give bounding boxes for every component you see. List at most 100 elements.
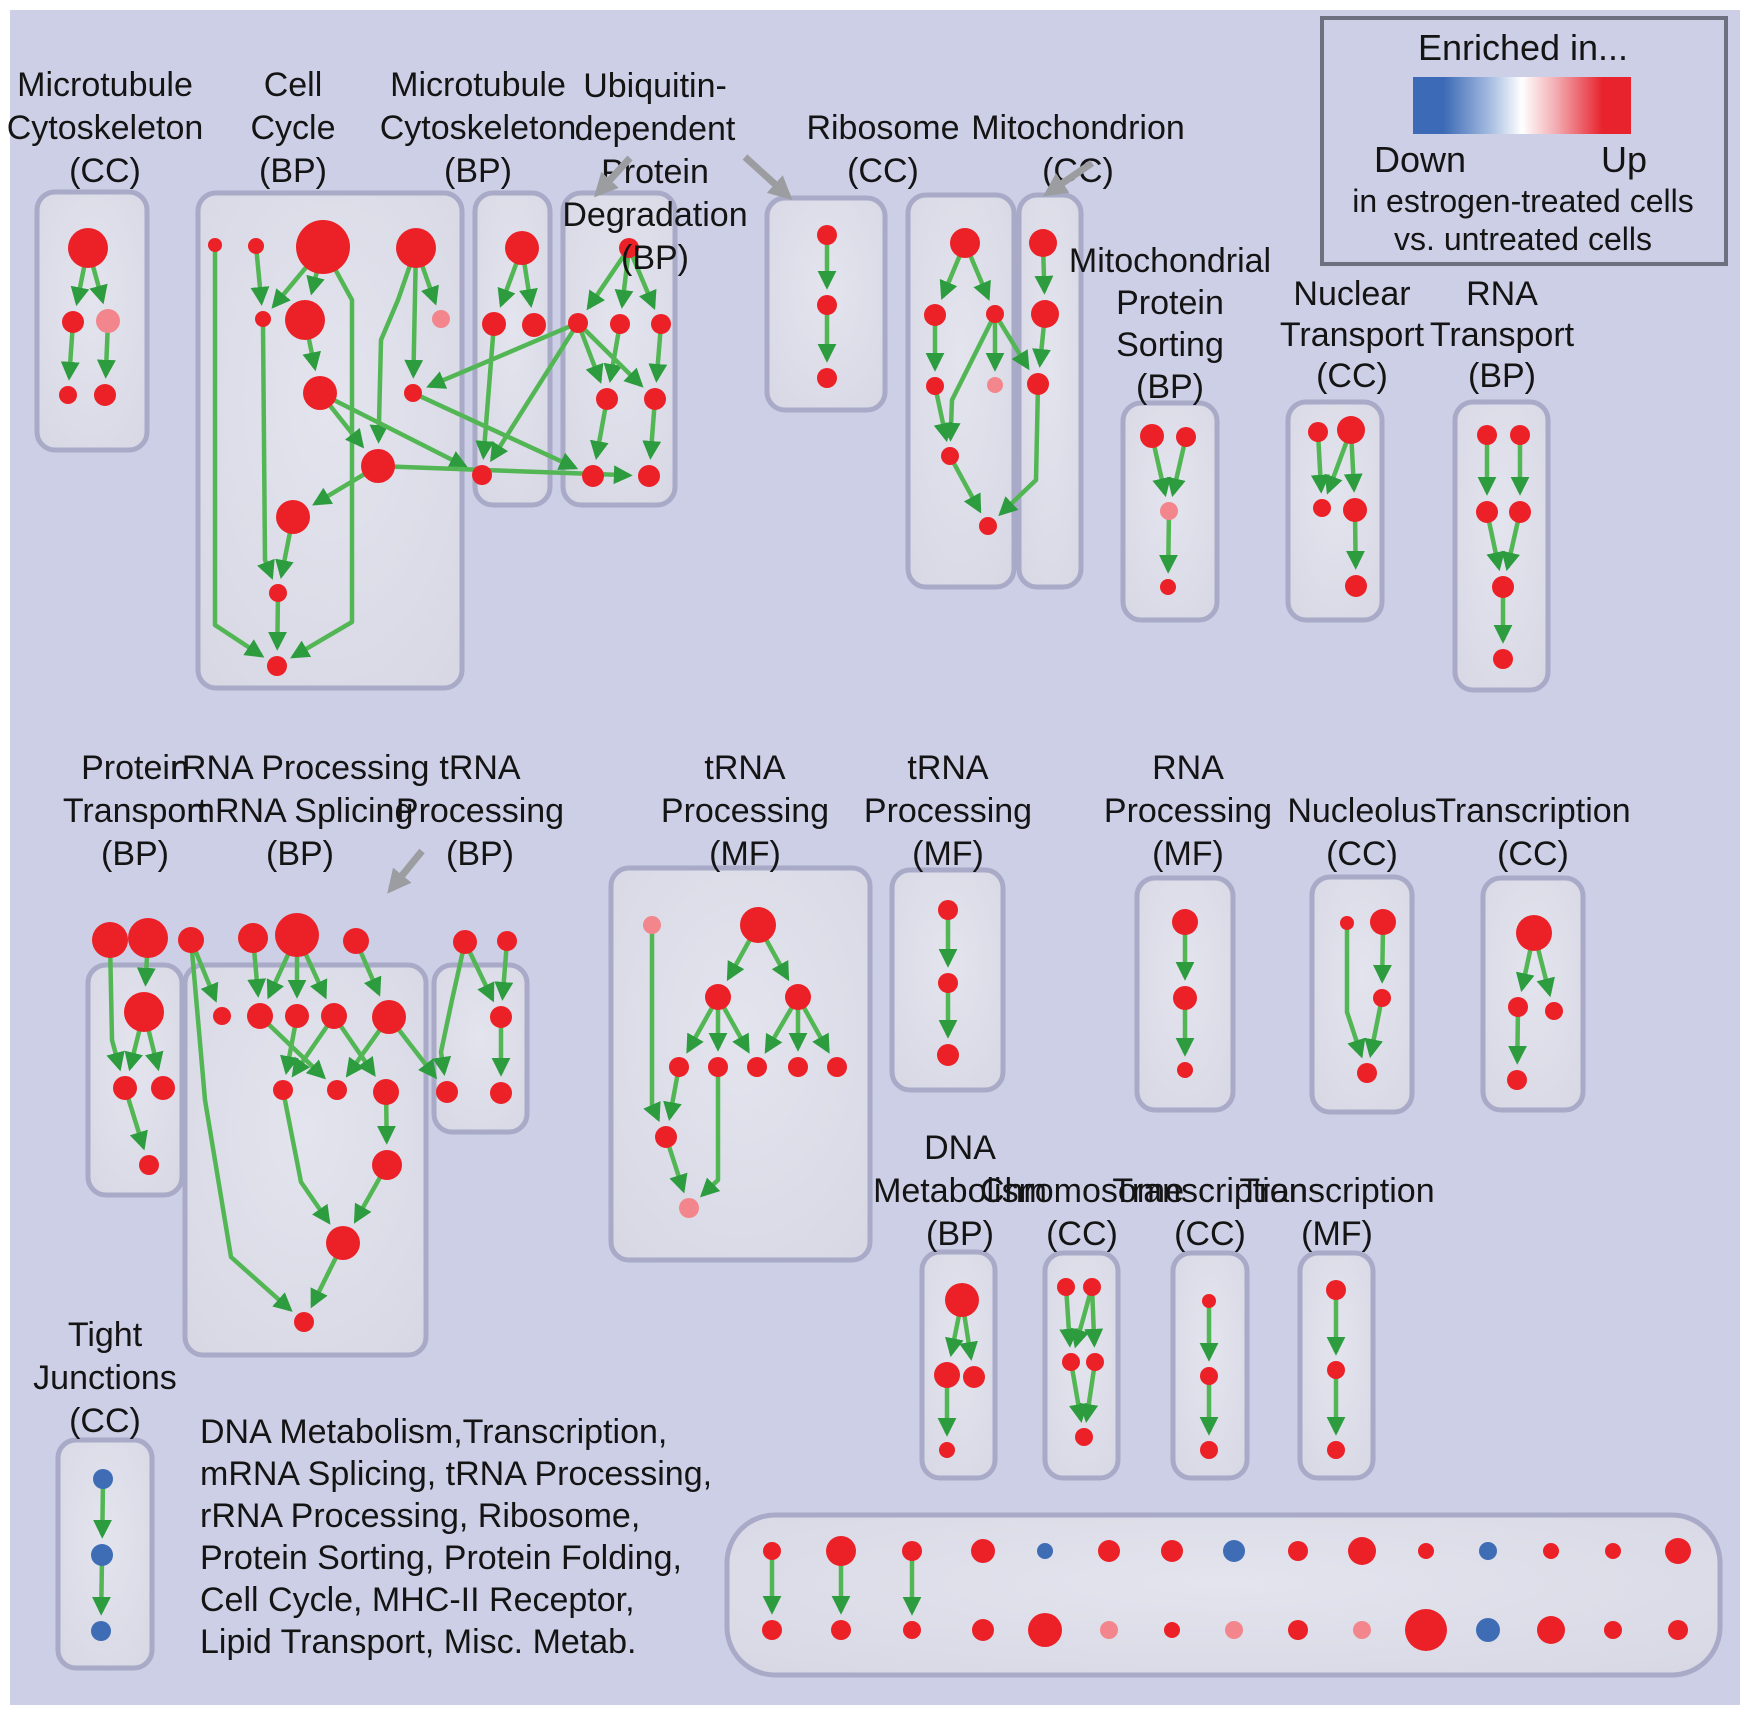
cluster-label-t1: (CC) xyxy=(1497,835,1569,873)
edge-arrow xyxy=(1343,441,1363,493)
nodes-layer xyxy=(59,220,1691,1651)
edge-arrow xyxy=(93,1486,112,1539)
edge-arrow xyxy=(968,254,991,301)
go-term-node xyxy=(708,1057,728,1077)
cluster-label-tm: Processing xyxy=(661,792,829,830)
edge-arrow xyxy=(1034,254,1054,295)
cluster-label-mp: (BP) xyxy=(1136,368,1204,406)
edge-arrow xyxy=(271,264,309,309)
go-term-node xyxy=(1370,909,1396,935)
go-term-node xyxy=(963,1366,985,1388)
cluster-label-tm: tRNA xyxy=(704,749,786,787)
go-term-node xyxy=(582,465,604,487)
edge-arrow xyxy=(377,1102,396,1145)
edge-arrow xyxy=(1032,325,1051,368)
label-pointer-arrow xyxy=(742,154,793,200)
cluster-box-t1 xyxy=(1480,875,1586,1113)
go-term-node xyxy=(1479,1542,1497,1560)
cluster-label-mbp: Microtubule xyxy=(390,66,566,104)
edge-arrow xyxy=(497,261,519,308)
go-term-node xyxy=(638,465,660,487)
cluster-label-ts: tRNA xyxy=(907,749,989,787)
go-term-node xyxy=(1510,425,1530,445)
edge-arrow xyxy=(699,1075,721,1198)
go-term-node xyxy=(1665,1538,1691,1564)
edge-arrow xyxy=(212,250,265,658)
edge-arrow xyxy=(89,264,108,305)
go-term-node xyxy=(1492,576,1514,598)
go-term-node xyxy=(96,309,120,333)
go-term-node xyxy=(1373,989,1391,1007)
edges-layer xyxy=(60,243,1555,1616)
edge-arrow xyxy=(578,329,604,384)
go-term-node xyxy=(938,900,958,920)
edge-arrow xyxy=(257,324,275,580)
go-term-node xyxy=(238,923,268,953)
go-term-node xyxy=(1086,1353,1104,1371)
edge-arrow xyxy=(247,950,267,998)
cluster-label-tb: tRNA xyxy=(439,749,521,787)
go-term-node xyxy=(522,313,546,337)
edge-arrow xyxy=(663,1074,682,1122)
cluster-box-bt xyxy=(724,1512,1723,1678)
go-term-node xyxy=(1357,1063,1377,1083)
edge-arrow xyxy=(310,1255,339,1309)
edge-arrow xyxy=(91,1563,111,1616)
cluster-label-rr: rRNA Processing xyxy=(171,749,430,787)
note-text-layer: DNA Metabolism,Transcription, mRNA Splici… xyxy=(200,1413,712,1661)
go-term-node xyxy=(1075,1428,1093,1446)
go-term-node xyxy=(1173,986,1197,1010)
cluster-label-tj: (CC) xyxy=(69,1402,141,1440)
go-term-node xyxy=(762,1620,782,1640)
legend-up-label: Up xyxy=(1601,139,1647,180)
legend-down-label: Down xyxy=(1374,139,1466,180)
edge-arrow xyxy=(666,1144,688,1194)
note-line: DNA Metabolism,Transcription, xyxy=(200,1413,667,1451)
go-term-node xyxy=(139,1155,159,1175)
go-term-node xyxy=(68,228,108,268)
go-term-node xyxy=(91,1544,113,1566)
edge-arrow xyxy=(1346,519,1365,570)
go-term-node xyxy=(1037,1543,1053,1559)
cluster-label-rt: RNA xyxy=(1466,275,1538,313)
cluster-label-rm: (MF) xyxy=(1152,835,1224,873)
go-term-node xyxy=(1327,1361,1345,1379)
go-term-node xyxy=(361,449,395,483)
go-term-node xyxy=(1545,1002,1563,1020)
cluster-label-dm: Metabolism xyxy=(873,1172,1047,1210)
go-term-node xyxy=(937,1044,959,1066)
edge-arrow xyxy=(419,264,439,306)
edge-arrow xyxy=(306,270,325,296)
go-term-node xyxy=(902,1541,922,1561)
go-term-node xyxy=(62,311,84,333)
note-line: Cell Cycle, MHC-II Receptor, xyxy=(200,1581,635,1619)
cluster-label-pt: (BP) xyxy=(101,835,169,873)
go-term-node xyxy=(1225,1621,1243,1639)
edge-arrow xyxy=(193,949,219,1003)
go-term-node xyxy=(1083,1278,1101,1296)
go-term-node xyxy=(303,376,337,410)
go-term-node xyxy=(208,238,222,252)
go-term-node xyxy=(1057,1278,1075,1296)
edge-arrow xyxy=(1535,947,1555,998)
edge-arrow xyxy=(475,333,496,460)
go-term-node xyxy=(596,388,618,410)
legend: Enriched in... Down Up in estrogen-treat… xyxy=(1320,16,1728,266)
label-pointer-arrow xyxy=(593,155,633,198)
label-pointer-arrow xyxy=(1043,160,1094,197)
edge-arrow xyxy=(648,331,668,383)
edge-arrow xyxy=(332,397,469,469)
cluster-label-rm: RNA xyxy=(1152,749,1224,787)
cluster-box-rt xyxy=(1452,399,1551,693)
edge-arrow xyxy=(358,950,382,997)
go-term-node xyxy=(1604,1621,1622,1639)
edge-arrow xyxy=(266,1021,327,1080)
go-term-node xyxy=(763,1542,781,1560)
cluster-label-t1: Transcription xyxy=(1435,792,1630,830)
cluster-label-t3: (MF) xyxy=(1301,1215,1373,1253)
go-term-node xyxy=(669,1057,689,1077)
go-term-node xyxy=(436,1081,458,1103)
note-line: Lipid Transport, Misc. Metab. xyxy=(200,1623,637,1661)
edge-arrow xyxy=(1344,928,1366,1059)
go-term-node xyxy=(644,388,666,410)
